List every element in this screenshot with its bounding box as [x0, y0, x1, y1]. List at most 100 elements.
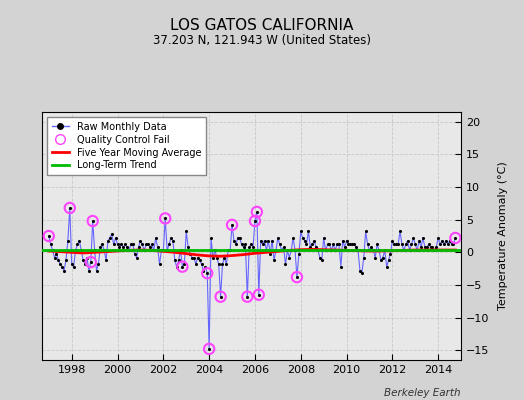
Point: [224, 247, 233, 254]
Point: [136, 237, 145, 244]
Point: [304, 228, 313, 235]
Point: [92, 267, 101, 274]
Point: [321, 247, 330, 254]
Point: [148, 241, 156, 248]
Point: [161, 215, 169, 222]
Point: [409, 235, 418, 241]
Point: [421, 244, 429, 250]
Point: [359, 254, 368, 261]
Point: [318, 257, 326, 263]
Point: [192, 261, 200, 267]
Point: [234, 235, 242, 241]
Point: [48, 247, 57, 254]
Point: [278, 247, 286, 254]
Point: [283, 247, 292, 254]
Point: [81, 261, 89, 267]
Point: [104, 237, 112, 244]
Point: [214, 261, 223, 267]
Point: [266, 250, 275, 257]
Point: [113, 241, 122, 248]
Point: [222, 261, 231, 267]
Point: [385, 257, 393, 263]
Point: [45, 233, 53, 239]
Point: [159, 247, 168, 254]
Point: [203, 270, 211, 276]
Point: [155, 261, 163, 267]
Point: [279, 244, 288, 250]
Point: [256, 237, 265, 244]
Y-axis label: Temperature Anomaly (°C): Temperature Anomaly (°C): [498, 162, 508, 310]
Point: [205, 346, 213, 352]
Point: [89, 218, 97, 224]
Point: [193, 254, 202, 261]
Point: [315, 254, 324, 261]
Point: [291, 247, 299, 254]
Point: [180, 261, 189, 267]
Point: [133, 254, 141, 261]
Point: [253, 209, 261, 215]
Point: [198, 261, 206, 267]
Point: [314, 247, 322, 254]
Point: [66, 205, 74, 211]
Point: [241, 241, 249, 248]
Point: [239, 244, 248, 250]
Point: [205, 346, 213, 352]
Point: [329, 241, 337, 248]
Text: 37.203 N, 121.943 W (United States): 37.203 N, 121.943 W (United States): [153, 34, 371, 47]
Point: [237, 241, 246, 248]
Point: [440, 241, 448, 248]
Point: [335, 241, 343, 248]
Point: [62, 257, 70, 263]
Point: [403, 237, 412, 244]
Point: [211, 247, 219, 254]
Point: [207, 235, 215, 241]
Point: [444, 241, 452, 248]
Point: [320, 235, 328, 241]
Point: [85, 267, 93, 274]
Point: [262, 247, 270, 254]
Point: [413, 247, 421, 254]
Point: [258, 241, 267, 248]
Point: [386, 250, 395, 257]
Point: [285, 254, 293, 261]
Point: [371, 254, 379, 261]
Point: [369, 247, 377, 254]
Point: [447, 241, 456, 248]
Point: [293, 274, 301, 280]
Point: [100, 247, 108, 254]
Point: [186, 250, 194, 257]
Point: [60, 267, 68, 274]
Text: LOS GATOS CALIFORNIA: LOS GATOS CALIFORNIA: [170, 18, 354, 33]
Point: [119, 244, 127, 250]
Point: [255, 292, 263, 298]
Point: [300, 237, 309, 244]
Point: [302, 241, 311, 248]
Point: [228, 222, 236, 228]
Point: [123, 244, 131, 250]
Point: [75, 237, 83, 244]
Point: [243, 294, 252, 300]
Point: [346, 241, 355, 248]
Point: [184, 244, 192, 250]
Point: [102, 257, 110, 263]
Point: [375, 247, 383, 254]
Point: [341, 244, 349, 250]
Point: [64, 237, 72, 244]
Point: [73, 241, 82, 248]
Point: [306, 244, 314, 250]
Point: [394, 241, 402, 248]
Point: [161, 215, 169, 222]
Point: [247, 241, 255, 248]
Point: [407, 241, 416, 248]
Point: [336, 264, 345, 270]
Point: [411, 241, 420, 248]
Point: [367, 244, 376, 250]
Point: [176, 247, 184, 254]
Point: [77, 247, 85, 254]
Point: [220, 254, 228, 261]
Point: [400, 247, 408, 254]
Point: [438, 237, 446, 244]
Point: [348, 241, 356, 248]
Point: [364, 241, 372, 248]
Point: [398, 241, 406, 248]
